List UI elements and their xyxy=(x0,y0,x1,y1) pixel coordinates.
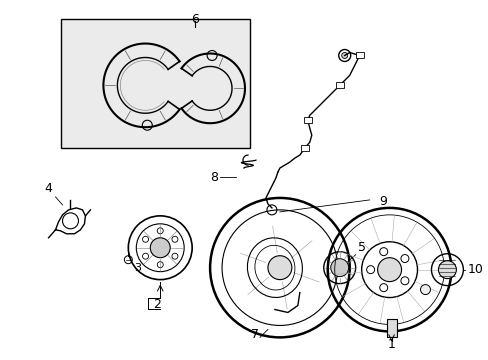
Circle shape xyxy=(157,262,163,268)
Circle shape xyxy=(157,228,163,234)
Text: 4: 4 xyxy=(44,182,52,195)
Circle shape xyxy=(377,258,401,282)
Circle shape xyxy=(150,238,170,258)
Text: 3: 3 xyxy=(134,263,141,273)
Circle shape xyxy=(438,261,455,279)
Text: 6: 6 xyxy=(191,13,199,26)
Bar xyxy=(335,82,343,88)
Bar xyxy=(303,117,311,123)
Bar xyxy=(386,319,396,337)
Text: 2: 2 xyxy=(153,298,161,311)
Circle shape xyxy=(172,253,178,259)
Bar xyxy=(355,53,363,58)
Text: 1: 1 xyxy=(387,338,395,351)
Bar xyxy=(300,145,308,151)
Text: 10: 10 xyxy=(467,263,482,276)
Circle shape xyxy=(267,256,291,280)
Text: 9: 9 xyxy=(379,195,386,208)
Circle shape xyxy=(142,253,148,259)
Text: 7: 7 xyxy=(250,328,259,341)
Text: 5: 5 xyxy=(357,241,365,254)
Bar xyxy=(61,19,249,148)
Circle shape xyxy=(341,53,347,58)
Circle shape xyxy=(420,285,429,294)
Circle shape xyxy=(172,236,178,242)
Text: 8: 8 xyxy=(210,171,218,184)
Circle shape xyxy=(330,259,348,276)
Circle shape xyxy=(142,236,148,242)
